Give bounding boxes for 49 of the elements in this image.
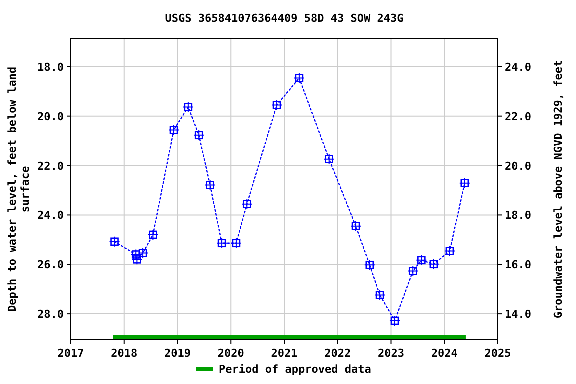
y-tick-label: 20.0: [38, 110, 64, 124]
point: [459, 178, 470, 189]
legend-label: Period of approved data: [219, 363, 372, 376]
y2-tick-label: 16.0: [505, 258, 532, 272]
chart-title: USGS 365841076364409 58D 43 SOW 243G: [165, 12, 404, 25]
point: [294, 72, 305, 84]
point: [242, 198, 253, 210]
point: [168, 124, 180, 136]
point: [216, 238, 228, 249]
point: [416, 254, 428, 266]
y2-tick-label: 22.0: [505, 110, 532, 124]
x-tick-label: 2019: [164, 347, 191, 360]
point: [444, 246, 456, 257]
x-tick-label: 2025: [484, 347, 512, 360]
point: [324, 154, 335, 165]
x-tick-label: 2017: [58, 347, 84, 360]
point: [374, 290, 386, 301]
x-tick-label: 2020: [218, 347, 244, 360]
point: [132, 254, 143, 266]
y-tick-label: 22.0: [38, 160, 64, 173]
y2-tick-label: 20.0: [505, 160, 532, 173]
y-tick-label: 26.0: [38, 258, 64, 272]
point: [194, 130, 205, 141]
point: [148, 229, 159, 240]
x-tick-label: 2024: [431, 347, 458, 360]
point: [230, 238, 242, 249]
y2-tick-label: 24.0: [505, 60, 532, 74]
y2-tick-label: 14.0: [505, 308, 532, 322]
y2-axis-title: Groundwater level above NGVD 1929, feet: [552, 60, 565, 319]
point: [389, 315, 400, 326]
point: [272, 100, 283, 111]
x-tick-label: 2022: [324, 347, 352, 360]
point: [130, 249, 142, 260]
point: [408, 266, 419, 277]
x-tick-label: 2021: [271, 347, 298, 360]
y-tick-label: 18.0: [38, 60, 64, 74]
point: [350, 220, 362, 232]
point: [428, 258, 440, 270]
point: [204, 180, 216, 191]
point: [109, 236, 120, 248]
y-tick-label: 28.0: [38, 308, 64, 322]
y2-tick-label: 18.0: [505, 209, 532, 222]
y-axis-title: Depth to water level, feet below land surface: [6, 66, 32, 312]
point: [364, 260, 376, 271]
x-tick-label: 2023: [378, 347, 404, 360]
point: [138, 248, 149, 259]
point: [182, 102, 194, 113]
x-tick-label: 2018: [111, 347, 138, 360]
y-tick-label: 24.0: [38, 209, 64, 222]
